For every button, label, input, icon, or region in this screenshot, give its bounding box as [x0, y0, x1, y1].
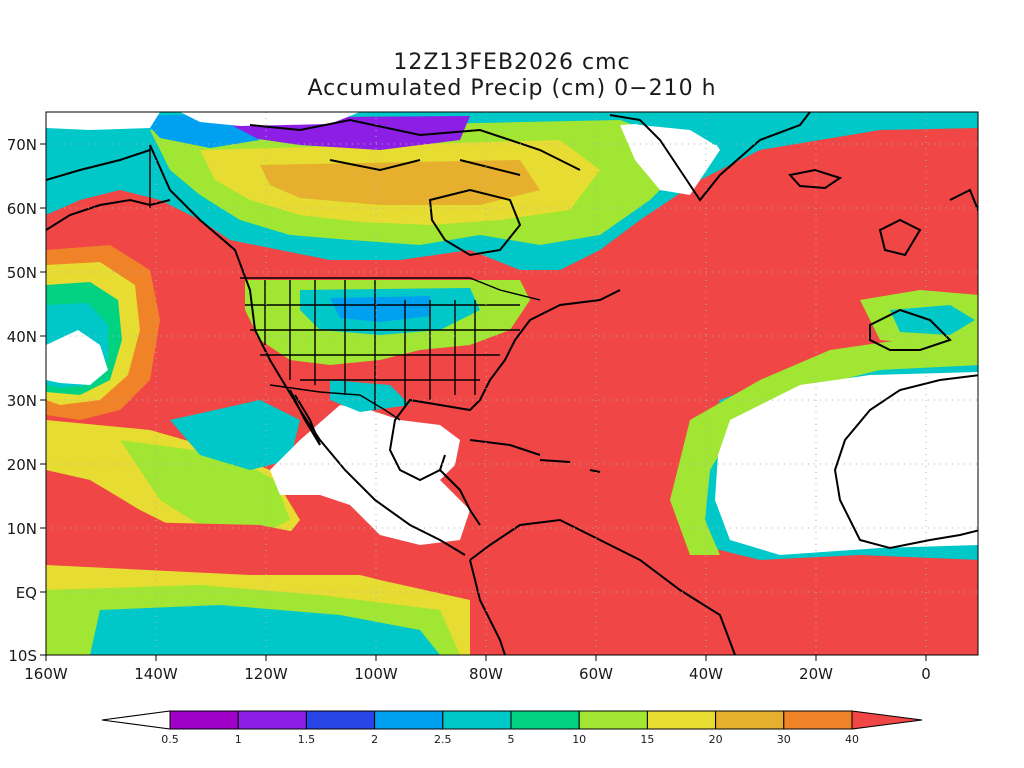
lat-label: 20N	[7, 456, 37, 474]
precip-field	[46, 112, 978, 655]
precip-zero-greenland	[620, 120, 720, 195]
lat-label: 10S	[8, 647, 37, 665]
state-borders	[149, 145, 541, 421]
lon-axis-labels: 160W 140W 120W 100W 80W 60W 40W 20W 0	[24, 665, 931, 683]
colorbar-segments	[169, 710, 853, 730]
precip-band-europe-cyan	[890, 305, 975, 335]
colorbar-label: 0.5	[161, 733, 179, 746]
precip-band-north-gold	[260, 160, 540, 205]
lat-label: 70N	[7, 136, 37, 154]
map-frame	[45, 111, 979, 656]
colorbar-segment	[442, 710, 512, 730]
lat-label: 60N	[7, 200, 37, 218]
coastline-na-west	[149, 144, 466, 556]
border-us-canada	[240, 277, 541, 301]
colorbar-label: 1.5	[298, 733, 316, 746]
colorbar-segment	[578, 710, 648, 730]
precip-zero-pacific	[46, 330, 108, 385]
precip-band-eq-cyan	[90, 605, 440, 655]
colorbar-segment	[646, 710, 717, 730]
colorbar-label: 40	[845, 733, 859, 746]
state-lines	[245, 280, 520, 410]
colorbar-label: 5	[508, 733, 515, 746]
lon-label: 60W	[579, 665, 613, 683]
colorbar-segment	[237, 710, 307, 730]
coastlines	[46, 112, 978, 655]
lat-label: 30N	[7, 392, 37, 410]
coastline-iceland	[788, 168, 843, 190]
colorbar-over-triangle	[851, 710, 923, 730]
colorbar-segment	[510, 710, 580, 730]
precip-band-mexico-cyan	[330, 380, 410, 412]
precip-sa-heavy	[470, 520, 740, 655]
lat-label: EQ	[16, 584, 37, 602]
colorbar-under-triangle	[101, 710, 171, 730]
colorbar-segment	[715, 710, 785, 730]
precip-band-atl-green	[670, 340, 978, 555]
graticule	[46, 112, 978, 655]
coastline-hudson	[428, 188, 522, 257]
colorbar-label: 30	[777, 733, 791, 746]
colorbar-segment	[169, 710, 239, 730]
coastline-africa	[833, 374, 978, 550]
colorbar: 0.5 1 1.5 2 2.5 5 10 15 20 30 40	[101, 710, 923, 746]
colorbar-label: 2	[371, 733, 378, 746]
lat-axis-labels: 70N 60N 50N 40N 30N 20N 10N EQ 10S	[7, 136, 37, 665]
colorbar-label: 20	[709, 733, 723, 746]
coastline-central-america	[439, 469, 481, 526]
lon-label: 160W	[24, 665, 68, 683]
lat-label: 50N	[7, 264, 37, 282]
colorbar-label: 1	[235, 733, 242, 746]
lat-label: 10N	[7, 520, 37, 538]
precip-band-arctic-blue	[140, 114, 260, 148]
coastline-europe	[869, 188, 978, 351]
precip-zero-arctic-2	[180, 112, 360, 126]
colorbar-label: 2.5	[434, 733, 452, 746]
coastline-alaska	[46, 149, 171, 231]
lon-label: 40W	[689, 665, 723, 683]
precip-band-eq-heavy	[46, 520, 400, 575]
precip-band-subtrop-cyan	[170, 400, 300, 470]
colorbar-label: 15	[640, 733, 654, 746]
lon-label: 20W	[799, 665, 833, 683]
lon-label: 80W	[469, 665, 503, 683]
lon-label: 100W	[354, 665, 398, 683]
lon-label: 140W	[134, 665, 178, 683]
colorbar-labels: 0.5 1 1.5 2 2.5 5 10 15 20 30 40	[161, 733, 859, 746]
precip-zero-atlantic	[715, 372, 978, 555]
lat-label: 40N	[7, 328, 37, 346]
coastline-arctic-islands	[249, 118, 581, 176]
coastline-baja	[289, 389, 321, 446]
colorbar-segment	[374, 710, 444, 730]
lon-label: 0	[921, 665, 931, 683]
lon-label: 120W	[244, 665, 288, 683]
colorbar-segment	[783, 710, 853, 730]
colorbar-label: 10	[572, 733, 586, 746]
precip-zero-arctic	[46, 112, 160, 130]
precip-band-greenland-cyan	[600, 114, 740, 145]
coastline-na-east	[388, 289, 621, 482]
border-us-mexico	[269, 384, 401, 421]
coastline-greenland	[609, 112, 811, 202]
map-subtitle: Accumulated Precip (cm) 0−210 h	[307, 76, 717, 101]
coastline-cuba	[469, 439, 601, 473]
colorbar-segment	[305, 710, 376, 730]
map-title: 12Z13FEB2026 cmc	[393, 50, 631, 75]
coastline-south-america	[469, 518, 736, 655]
axis-ticks	[40, 143, 927, 661]
precip-band-subtrop-pacific-green	[120, 440, 290, 535]
